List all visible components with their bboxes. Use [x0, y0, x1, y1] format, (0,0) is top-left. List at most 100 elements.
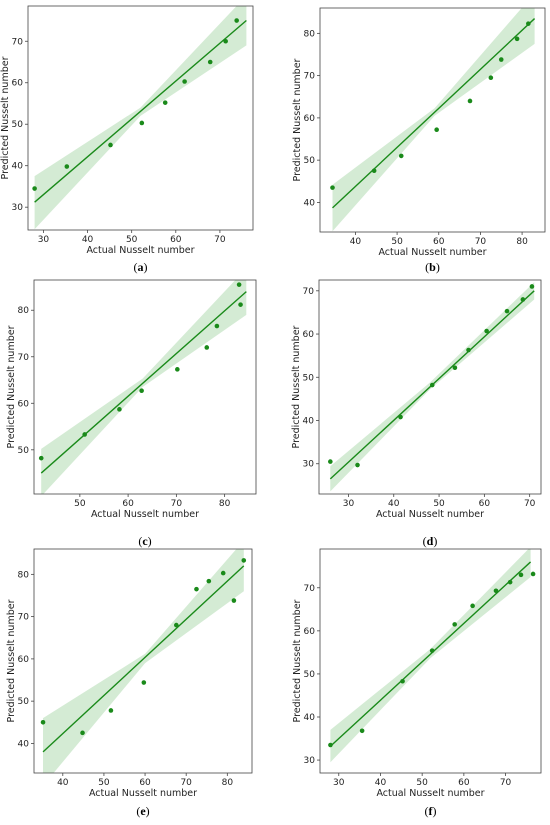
data-point-7	[214, 323, 220, 329]
regression-line	[40, 291, 247, 474]
data-point-1	[38, 455, 44, 461]
data-point-2	[359, 728, 365, 734]
y-axis-label: Predicted Nusselt number	[0, 56, 11, 179]
y-tick-label: 80	[18, 306, 30, 316]
x-tick-label: 40	[57, 778, 69, 788]
plot-frame	[318, 279, 542, 495]
x-tick-label: 50	[74, 499, 86, 509]
x-tick-label: 30	[343, 499, 355, 509]
plot-frame	[27, 5, 254, 231]
x-tick-label: 70	[500, 778, 512, 788]
x-tick-label: 40	[388, 499, 400, 509]
x-tick-label: 80	[516, 237, 528, 247]
data-point-4	[434, 127, 439, 133]
confidence-band	[41, 280, 247, 494]
y-tick-label: 60	[304, 114, 316, 124]
x-tick-label: 50	[391, 237, 403, 247]
panel-caption: (b)	[425, 260, 440, 274]
data-point-1	[328, 459, 333, 464]
x-tick-label: 80	[219, 499, 231, 509]
y-tick-label: 70	[304, 584, 316, 594]
data-point-9	[518, 572, 524, 578]
data-point-2	[80, 730, 85, 736]
plot-frame	[319, 7, 546, 233]
data-point-7	[498, 57, 504, 62]
panel-e-chart: 40 50 60 70 80 40 50 60 70 80 Actual Nusselt numbe…	[6, 548, 253, 818]
x-tick-label: 70	[180, 778, 192, 788]
x-tick-label: 50	[416, 778, 428, 788]
panel-caption: (e)	[136, 804, 149, 818]
panel-caption: (f)	[425, 804, 437, 818]
y-tick-label: 70	[12, 37, 24, 47]
x-tick-label: 50	[126, 235, 138, 245]
plot-frame	[319, 548, 542, 774]
regression-line	[329, 561, 532, 747]
x-tick-label: 70	[214, 235, 226, 245]
confidence-band	[43, 549, 244, 773]
y-tick-label: 50	[304, 670, 316, 680]
x-tick-label: 60	[458, 778, 470, 788]
y-tick-label: 70	[304, 72, 316, 82]
panel-letter: e	[140, 804, 146, 818]
data-point-9	[234, 18, 239, 23]
data-point-1	[32, 186, 37, 191]
y-tick-label: 30	[303, 460, 315, 470]
panel-letter: a	[138, 260, 144, 274]
data-point-4	[139, 388, 144, 394]
y-tick-label: 40	[18, 739, 30, 749]
data-point-3	[108, 142, 113, 148]
data-point-4	[141, 680, 147, 685]
panel-letter: f	[429, 804, 434, 818]
x-tick-label: 70	[524, 499, 536, 509]
y-axis-label: Predicted Nusselt number	[6, 599, 17, 722]
data-point-2	[82, 432, 87, 437]
panel-letter: c	[142, 534, 148, 548]
data-point-7	[207, 59, 213, 65]
confidence-band	[330, 549, 531, 763]
data-point-5	[452, 365, 458, 371]
data-point-10	[529, 284, 535, 289]
data-point-8	[507, 579, 513, 585]
data-point-6	[204, 345, 210, 350]
panel-letter: d	[427, 534, 434, 548]
data-point-9	[526, 21, 531, 26]
data-point-5	[175, 367, 180, 372]
y-tick-label: 50	[18, 446, 30, 456]
plot-frame	[33, 548, 253, 774]
data-point-5	[162, 100, 168, 105]
panel-c-chart: 50 60 70 80 50 60 70 80 Actual Nusselt number Pre…	[6, 279, 257, 548]
data-point-3	[117, 407, 122, 412]
panel-caption: (a)	[134, 260, 148, 274]
x-tick-label: 50	[98, 778, 110, 788]
data-point-10	[530, 571, 536, 577]
panel-letter: b	[429, 260, 436, 274]
data-point-7	[493, 588, 499, 594]
y-tick-label: 40	[304, 713, 316, 723]
y-tick-label: 70	[303, 287, 315, 297]
y-tick-label: 40	[304, 198, 316, 208]
x-tick-label: 30	[38, 235, 50, 245]
data-point-7	[206, 578, 212, 584]
data-point-8	[223, 38, 228, 44]
data-point-4	[429, 382, 435, 388]
data-point-8	[504, 308, 510, 314]
x-tick-label: 60	[479, 499, 491, 509]
regression-line	[332, 18, 536, 209]
data-point-9	[238, 302, 243, 307]
x-axis-label: Actual Nusselt number	[86, 245, 194, 256]
data-point-7	[484, 328, 489, 334]
y-tick-label: 40	[12, 162, 24, 172]
y-tick-label: 50	[12, 120, 24, 130]
panel-d-chart: 30 40 50 60 70 30 40 50 60 70 Actual Nusselt numbe…	[291, 279, 542, 548]
y-axis-label: Predicted Nusselt number	[292, 58, 303, 181]
y-tick-label: 80	[18, 570, 30, 580]
x-tick-label: 70	[475, 237, 487, 247]
x-tick-label: 70	[171, 499, 183, 509]
x-tick-label: 60	[139, 778, 151, 788]
data-point-5	[452, 622, 457, 627]
x-tick-label: 30	[333, 778, 345, 788]
y-axis-label: Predicted Nusselt number	[292, 599, 303, 722]
data-point-3	[398, 153, 404, 159]
y-tick-label: 80	[304, 29, 316, 39]
